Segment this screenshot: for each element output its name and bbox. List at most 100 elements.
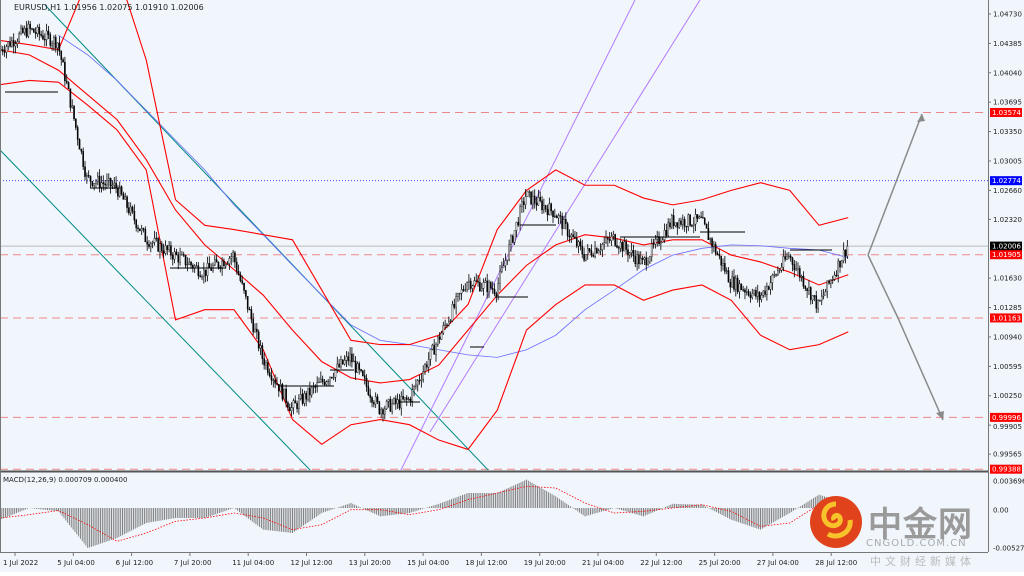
candle	[38, 26, 41, 35]
candle	[268, 372, 271, 376]
candle	[215, 259, 218, 263]
bollinger-lower-line	[0, 79, 849, 451]
candle	[5, 46, 8, 53]
candle	[841, 260, 843, 268]
candle	[166, 245, 169, 250]
main-plot	[0, 0, 988, 470]
candle	[661, 239, 664, 243]
candle	[575, 237, 578, 247]
channel-line-purple	[429, 0, 701, 433]
candle	[449, 320, 452, 322]
candle	[122, 193, 125, 200]
candle	[482, 282, 485, 289]
candle	[713, 244, 715, 247]
candle	[786, 256, 788, 260]
candle	[407, 398, 410, 401]
candle	[170, 245, 172, 256]
candle	[71, 105, 74, 108]
candle	[603, 241, 605, 245]
candle	[820, 295, 823, 301]
chart-title: EURUSD,H1 1.01956 1.02075 1.01910 1.0200…	[14, 3, 204, 12]
candle	[60, 51, 63, 60]
candle	[64, 62, 66, 82]
candle	[97, 175, 99, 183]
candle	[376, 396, 379, 402]
candle	[479, 281, 481, 292]
candle	[204, 269, 207, 276]
price-tag-label: 1.02774	[992, 177, 1021, 185]
candle	[23, 28, 26, 33]
candle	[614, 234, 616, 246]
candle	[62, 59, 64, 63]
candle	[151, 242, 154, 244]
candle	[619, 242, 622, 249]
candle	[568, 235, 571, 238]
macd-y-tick-label: 0.003696	[993, 478, 1024, 486]
candle	[241, 280, 244, 284]
candle	[224, 264, 227, 267]
candle	[608, 239, 611, 241]
candle	[139, 228, 141, 232]
candle	[128, 207, 130, 214]
candle	[435, 344, 437, 355]
candle	[641, 258, 644, 260]
candle	[808, 287, 810, 291]
candle	[599, 249, 602, 252]
candle	[259, 345, 262, 349]
candle	[766, 286, 768, 295]
candle	[788, 255, 790, 257]
candle	[711, 238, 713, 247]
candle	[725, 270, 728, 272]
candle	[559, 215, 562, 217]
candle	[586, 248, 589, 255]
candle	[424, 364, 426, 372]
price-tag-1.01905	[990, 250, 1022, 260]
candle	[795, 268, 797, 271]
candle	[696, 214, 699, 219]
candle	[153, 237, 156, 243]
candle	[702, 217, 704, 219]
candle	[98, 175, 101, 188]
x-tick-label: 7 Jul 20:00	[174, 559, 212, 567]
candle	[469, 280, 472, 289]
candle	[499, 271, 501, 284]
candle	[680, 220, 682, 225]
moving-average-line	[58, 34, 849, 358]
candle	[495, 293, 498, 296]
candle	[54, 37, 57, 49]
x-tick-label: 21 Jul 04:00	[582, 559, 624, 567]
channel-line-teal	[44, 4, 489, 470]
candle	[705, 223, 708, 229]
candle	[532, 195, 534, 205]
candle	[164, 245, 167, 254]
candle	[336, 363, 339, 371]
y-tick-label: 1.02320	[993, 216, 1022, 224]
candle	[175, 251, 178, 255]
candle	[332, 377, 335, 379]
candle	[577, 241, 580, 247]
x-tick-label: 19 Jul 20:00	[524, 559, 566, 567]
candle	[67, 82, 70, 89]
candle	[327, 380, 329, 383]
candle	[12, 40, 15, 47]
candle	[632, 250, 635, 257]
candle	[146, 241, 148, 245]
x-tick-label: 18 Jul 12:00	[465, 559, 507, 567]
candle	[373, 402, 375, 405]
candle	[815, 295, 818, 309]
candle	[404, 397, 406, 400]
candle	[347, 356, 350, 362]
candle	[733, 276, 735, 290]
candle	[471, 285, 474, 289]
candle	[475, 280, 478, 282]
y-tick-label: 1.01285	[993, 304, 1022, 312]
price-tag-1.03574	[990, 107, 1022, 117]
candle	[283, 388, 286, 400]
candle	[351, 353, 353, 363]
candle	[387, 399, 390, 402]
candle	[671, 215, 673, 228]
candle	[305, 393, 308, 400]
candle	[171, 255, 174, 260]
